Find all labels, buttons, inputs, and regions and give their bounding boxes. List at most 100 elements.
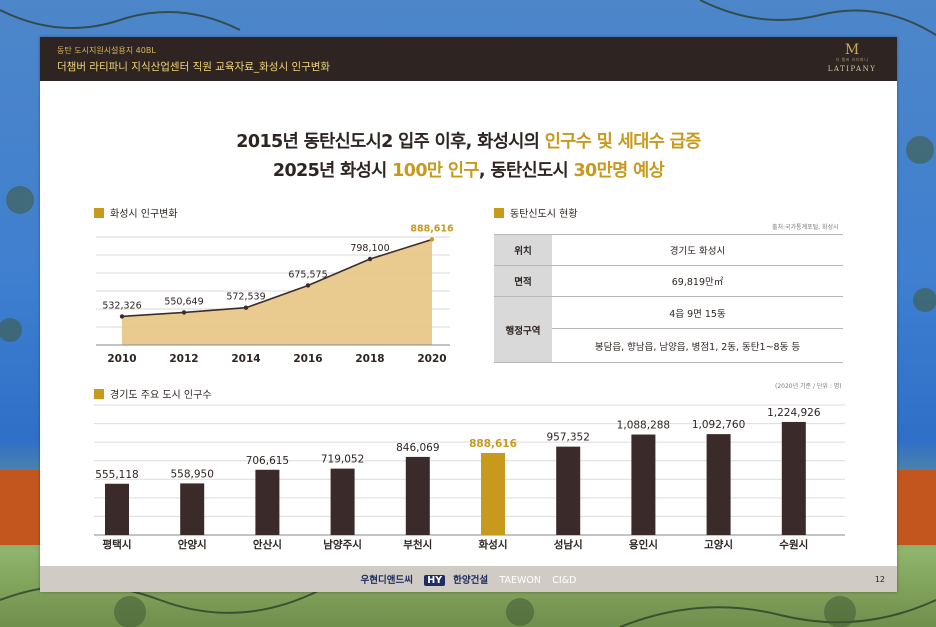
brand-logo: M 더 챔버 라티파니 LATIPANY [827,43,877,73]
table-row-admin-2: 봉담읍, 향남읍, 남양읍, 병점1, 2동, 동탄1~8동 등 [494,328,843,363]
bar-chart-category-label: 화성시 [479,538,508,551]
area-chart-point [181,310,187,315]
logo-woohyun: 우현디앤드씨 [360,575,413,586]
bar-chart-bar [180,483,205,535]
bar-chart-category-label: 성남시 [554,538,583,551]
bar-chart-data-label: 846,069 [396,442,439,454]
bar-chart-category-label: 용인시 [629,538,658,551]
bar-chart-bar [255,469,280,535]
population-change-title-text: 화성시 인구변화 [110,209,178,220]
table-row-area: 면적 69,819만㎡ [494,265,843,297]
area-value: 69,819만㎡ [552,265,843,297]
bar-chart-category-label: 안양시 [178,538,207,551]
header-title: 더챔버 라티파니 지식산업센터 직원 교육자료_화성시 인구변화 [57,61,331,73]
orange-band-left [0,470,40,545]
orange-band-right [897,470,936,545]
bar-chart-category-label: 부천시 [403,538,432,551]
admin-label: 행정구역 [494,296,552,363]
bar-chart-data-label: 1,088,288 [617,420,670,432]
bar-chart-data-label: 706,615 [246,455,289,467]
dongtan-source: 출처:국가통계포털, 화성시 [772,224,839,231]
bar-chart-data-label: 719,052 [321,454,364,466]
dongtan-status-title-text: 동탄신도시 현황 [510,209,578,220]
brand-small-text: 더 챔버 라티파니 [835,57,869,62]
headline-line2-mid: , 동탄신도시 [478,161,574,181]
area-chart-x-tick-label: 2020 [417,353,446,365]
section-square-icon [494,208,504,218]
area-chart-point [367,256,373,262]
area-chart-data-label: 532,326 [102,300,141,311]
headline-line1: 2015년 동탄신도시2 입주 이후, 화성시의 인구수 및 세대수 급증 [40,128,897,153]
area-chart-x-tick-label: 2014 [231,353,260,365]
admin-value-2: 봉담읍, 향남읍, 남양읍, 병점1, 2동, 동탄1~8동 등 [552,328,843,363]
area-chart-point [305,283,311,288]
logo-cid: CI&D [552,575,577,586]
brand-mark-icon: M [844,42,860,58]
bar-chart-category-label: 고양시 [704,539,733,551]
area-chart-data-label: 572,539 [226,292,265,303]
section-square-icon [94,389,104,399]
population-area-chart: 532,326 2010 550,649 2012 572,539 2014 675,575… [96,223,454,365]
section-square-icon [94,208,104,218]
bar-chart-category-label: 남양주시 [323,538,362,551]
dongtan-status-table: 위치 경기도 화성시 면적 69,819만㎡ 행정구역 4읍 9면 15동 봉담… [494,234,843,363]
headline-line2-highlight1: 100만 인구 [392,161,479,181]
bar-chart-data-label: 1,092,760 [692,419,745,431]
headline-line1-highlight: 인구수 및 세대수 급증 [544,132,702,152]
slide-footer: 우현디앤드씨 HY 한양건설 TAEWON CI&D 12 [40,566,897,592]
brand-name: LATIPANY [827,65,877,73]
bar-chart-data-label: 555,118 [95,469,138,481]
bar-chart-category-label: 평택시 [103,538,132,551]
header-subtitle: 동탄 도시지원시설용지 40BL [57,46,156,55]
table-row-admin-1: 행정구역 4읍 9면 15동 [494,296,843,363]
bar-chart-bar [105,483,129,535]
area-chart-data-label: 798,100 [350,243,389,254]
city-population-note: (2020년 기준 / 단위 : 명) [775,383,842,390]
headline-line2: 2025년 화성시 100만 인구, 동탄신도시 30만명 예상 [40,157,897,182]
area-chart-x-tick-label: 2010 [107,353,136,365]
population-change-title: 화성시 인구변화 [94,205,178,220]
city-population-title-text: 경기도 주요 도시 인구수 [110,390,212,401]
bar-chart-data-label: 957,352 [546,432,589,444]
headline-line1-prefix: 2015년 동탄신도시2 입주 이후, 화성시의 [236,132,545,152]
dongtan-status-title: 동탄신도시 현황 [494,205,578,220]
bar-chart-bar [556,446,581,535]
city-population-title: 경기도 주요 도시 인구수 [94,386,212,401]
bar-chart-category-label: 수원시 [779,538,808,551]
bar-chart-data-label: 558,950 [170,468,213,480]
location-value: 경기도 화성시 [552,234,843,266]
area-chart-line [121,238,433,318]
area-chart-point [243,305,249,310]
table-row-location: 위치 경기도 화성시 [494,234,843,266]
bar-chart-bar [631,434,656,535]
bar-chart-bar [481,452,505,535]
bar-chart-bar [706,434,731,535]
bar-chart-data-label: 1,224,926 [767,407,821,419]
slide: 동탄 도시지원시설용지 40BL 더챔버 라티파니 지식산업센터 직원 교육자료… [40,37,897,592]
bar-chart-bar [781,421,806,535]
area-chart-x-tick-label: 2016 [293,353,322,365]
area-chart-data-label: 675,575 [288,269,327,280]
area-chart-data-label: 888,616 [410,223,454,234]
bar-chart-bar [330,468,355,535]
bar-chart-bar [405,456,430,535]
headline-line2-prefix: 2025년 화성시 [272,161,393,181]
bar-chart-data-label: 888,616 [469,438,517,450]
slide-header: 동탄 도시지원시설용지 40BL 더챔버 라티파니 지식산업센터 직원 교육자료… [40,37,897,81]
logo-taewon: TAEWON [499,575,541,586]
area-chart-x-tick-label: 2018 [355,353,384,365]
area-chart-x-tick-label: 2012 [169,353,198,365]
page-number: 12 [874,575,885,584]
logo-hanyang: 한양건설 [453,575,489,586]
city-population-bar-chart: 555,118 평택시 558,950 안양시 706,615 안산시 719,052 남양주… [94,404,845,551]
area-chart-point [119,314,125,319]
partner-logos: 우현디앤드씨 HY 한양건설 TAEWON CI&D [40,572,897,586]
area-chart-point [429,237,435,242]
headline-line2-highlight2: 30만명 예상 [573,161,665,181]
area-label: 면적 [494,265,552,297]
location-label: 위치 [494,234,552,266]
admin-value-1: 4읍 9면 15동 [552,296,843,329]
area-chart-data-label: 550,649 [164,296,203,307]
bar-chart-category-label: 안산시 [253,538,282,551]
logo-hy-badge: HY [424,575,446,586]
